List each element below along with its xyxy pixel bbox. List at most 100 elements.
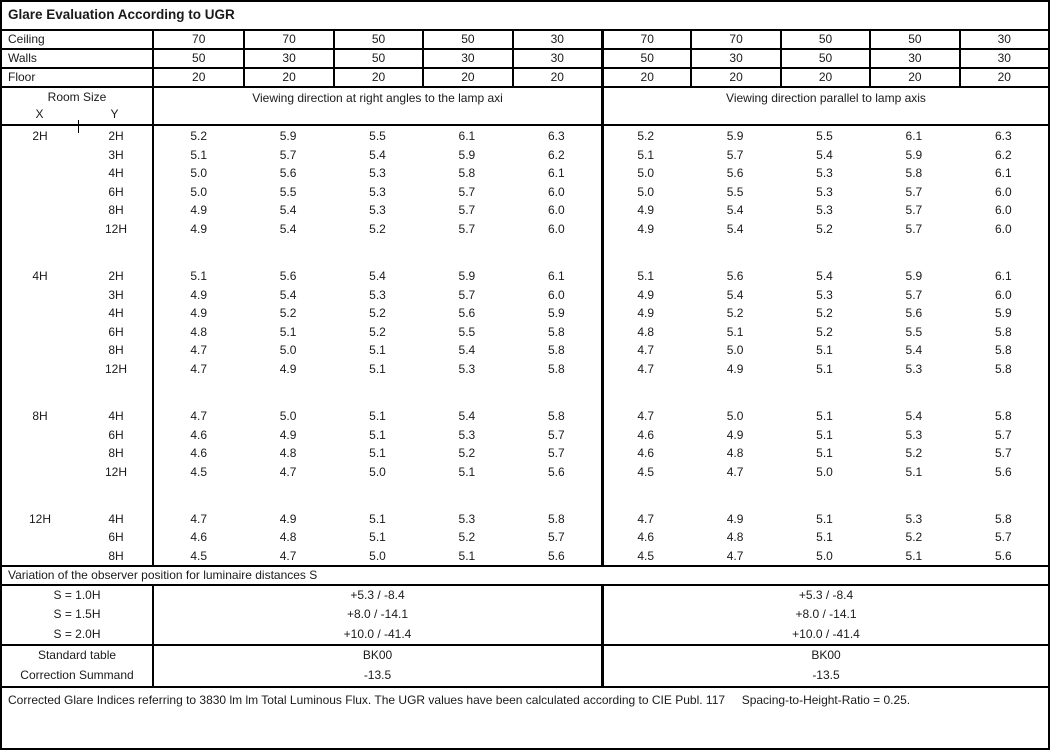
- ugr-value-cell: 4.9: [726, 511, 744, 526]
- ugr-value-cell: 5.2: [816, 221, 833, 236]
- x-cell: [2, 220, 78, 239]
- ugr-value-cell: 6.1: [905, 129, 923, 143]
- ugr-value-cell: 6.0: [547, 203, 565, 218]
- ugr-value-cell: 5.7: [458, 287, 476, 302]
- ugr-value-cell: 5.1: [190, 268, 208, 283]
- ugr-value-cell: 5.7: [994, 427, 1012, 442]
- y-cell: 3H: [108, 287, 124, 302]
- reflectance-row: Floor 20 20 20 20 20 20 20 20 20 20: [2, 69, 1048, 88]
- table-header: Room Size X Y Viewing direction at right…: [2, 88, 1048, 126]
- variation-rows: S = 1.0H +5.3 / -8.4 +5.3 / -8.4 S = 1.5H +8…: [2, 586, 1048, 644]
- ugr-value-cell: 4.7: [637, 511, 655, 526]
- ugr-value-cell: 6.1: [547, 268, 565, 283]
- ugr-value-cell: 5.1: [190, 147, 208, 162]
- reflectance-value-cell: 70: [601, 31, 690, 48]
- y-cell: 3H: [108, 147, 124, 162]
- ugr-value-cell: 5.3: [369, 287, 386, 302]
- ugr-value-cell: 4.6: [190, 530, 208, 545]
- y-cell: 8H: [108, 446, 124, 461]
- ugr-value-cell: 4.6: [190, 427, 208, 442]
- ugr-value-cell: 5.6: [994, 464, 1012, 479]
- ugr-value-cell: 5.7: [905, 184, 923, 199]
- parallel-header: Viewing direction parallel to lamp axis: [726, 91, 926, 105]
- ugr-value-cell: 5.3: [369, 166, 386, 181]
- ugr-value-cell: 5.8: [994, 511, 1012, 526]
- ugr-value-cell: 4.6: [637, 530, 655, 545]
- ugr-value-cell: 5.4: [905, 343, 923, 358]
- ugr-value-cell: 4.9: [637, 287, 655, 302]
- ugr-value-cell: 4.7: [726, 548, 744, 563]
- y-cell: 2H: [108, 268, 124, 283]
- ugr-value-cell: 5.8: [994, 324, 1012, 339]
- ugr-value-cell: 4.9: [190, 203, 208, 218]
- ugr-value-cell: 5.2: [458, 530, 476, 545]
- ugr-value-cell: 5.1: [369, 511, 386, 526]
- variation-label: S = 1.5H: [2, 605, 154, 625]
- variation-label: S = 2.0H: [2, 624, 154, 644]
- reflectance-row-label: Floor: [2, 69, 154, 86]
- ugr-value-cell: 5.6: [458, 306, 476, 321]
- reflectance-value-cell: 50: [422, 31, 511, 48]
- ugr-value-cell: 5.2: [279, 306, 297, 321]
- ugr-value-cell: 5.1: [369, 446, 386, 461]
- ugr-value-cell: 5.8: [547, 361, 565, 376]
- ugr-value-cell: 5.8: [547, 343, 565, 358]
- ugr-row: 3H 4.9 5.4 5.3 5.7 6.0 4.9 5.4 5.3 5.7 6.0: [2, 286, 1048, 305]
- ugr-row: 6H 4.6 4.8 5.1 5.2 5.7 4.6 4.8 5.1 5.2 5.7: [2, 528, 1048, 547]
- ugr-value-cell: 5.9: [458, 147, 476, 162]
- ugr-value-cell: 5.8: [994, 408, 1012, 423]
- ugr-value-cell: 5.2: [190, 129, 208, 143]
- ugr-value-cell: 5.4: [816, 147, 833, 162]
- ugr-value-cell: 5.8: [994, 361, 1012, 376]
- ugr-value-cell: 5.1: [816, 427, 833, 442]
- variation-right-angles-value: +8.0 / -14.1: [154, 605, 604, 625]
- reflectance-value-cell: 20: [332, 69, 422, 86]
- ugr-value-cell: 5.1: [369, 427, 386, 442]
- reflectance-value-cell: 50: [192, 51, 206, 65]
- summary-label: Correction Summand: [2, 666, 154, 686]
- x-cell: 4H: [32, 268, 48, 283]
- ugr-value-cell: 4.8: [726, 530, 744, 545]
- reflectance-value-cell: 20: [779, 69, 869, 86]
- ugr-value-cell: 5.2: [369, 221, 386, 236]
- ugr-value-cell: 4.9: [637, 306, 655, 321]
- ugr-value-cell: 5.1: [458, 464, 476, 479]
- ugr-value-cell: 5.1: [816, 361, 833, 376]
- reflectance-value-cell: 70: [690, 31, 779, 48]
- variation-row: S = 1.5H +8.0 / -14.1 +8.0 / -14.1: [2, 605, 1048, 625]
- summary-parallel-value: -13.5: [812, 668, 840, 682]
- ugr-value-cell: 5.7: [547, 427, 565, 442]
- ugr-value-cell: 5.2: [369, 324, 386, 339]
- ugr-value-cell: 5.4: [458, 408, 476, 423]
- ugr-row: 8H 4.9 5.4 5.3 5.7 6.0 4.9 5.4 5.3 5.7 6.0: [2, 201, 1048, 220]
- ugr-value-cell: 5.0: [726, 408, 744, 423]
- ugr-value-cell: 5.4: [726, 203, 744, 218]
- summary-rows: Standard table BK00 BK00 Correction Summand…: [2, 646, 1048, 686]
- ugr-value-cell: 4.9: [637, 221, 655, 236]
- ugr-value-cell: 5.5: [458, 324, 476, 339]
- x-cell: [2, 146, 78, 165]
- ugr-value-cell: 5.0: [190, 184, 208, 199]
- variation-row: S = 1.0H +5.3 / -8.4 +5.3 / -8.4: [2, 586, 1048, 606]
- reflectance-value-cell: 20: [422, 69, 511, 86]
- ugr-value-cell: 5.2: [905, 446, 923, 461]
- ugr-row: 3H 5.1 5.7 5.4 5.9 6.2 5.1 5.7 5.4 5.9 6.2: [2, 146, 1048, 165]
- reflectance-value-cell: 20: [601, 69, 690, 86]
- ugr-value-cell: 5.6: [994, 548, 1012, 563]
- ugr-value-cell: 5.4: [905, 408, 923, 423]
- ugr-value-cell: 5.1: [279, 324, 297, 339]
- room-size-label: Room Size: [47, 90, 107, 104]
- ugr-value-cell: 4.7: [190, 511, 208, 526]
- ugr-value-cell: 5.7: [726, 147, 744, 162]
- reflectance-value-cell: 20: [511, 69, 601, 86]
- x-cell: [2, 341, 78, 360]
- reflectance-value-cell: 30: [422, 50, 511, 67]
- reflectance-value-cell: 20: [869, 69, 958, 86]
- ugr-value-cell: 5.1: [905, 548, 923, 563]
- x-cell: [2, 164, 78, 183]
- ugr-value-cell: 5.4: [279, 203, 297, 218]
- page-title: Glare Evaluation According to UGR: [2, 2, 1048, 31]
- ugr-value-cell: 5.0: [726, 343, 744, 358]
- ugr-value-cell: 6.2: [994, 147, 1012, 162]
- x-cell: 12H: [28, 511, 51, 526]
